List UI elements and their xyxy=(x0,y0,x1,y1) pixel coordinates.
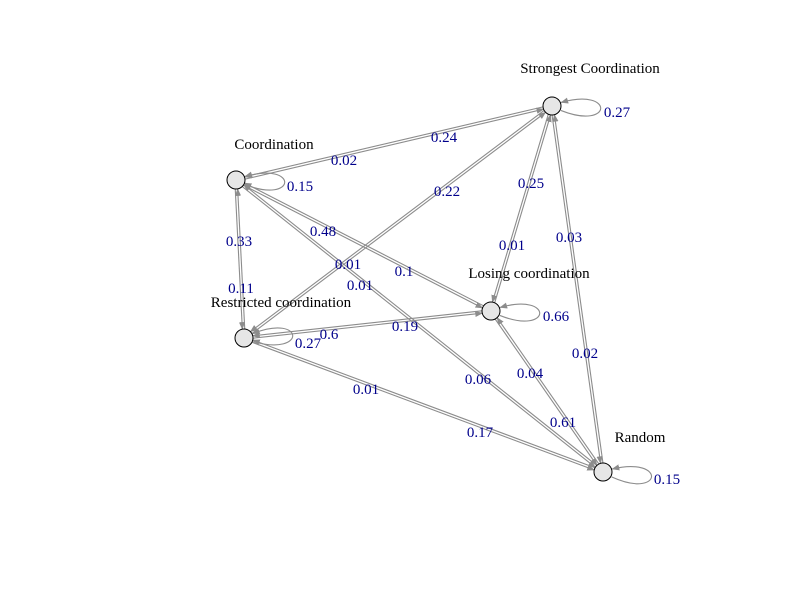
edge-losing-to-losing xyxy=(499,302,541,322)
edge-weight-label-random-to-random: 0.15 xyxy=(654,472,680,488)
edge-strongest-to-random xyxy=(551,115,603,465)
edge-restricted-to-strongest xyxy=(251,111,547,334)
edge-restricted-to-restricted xyxy=(252,327,294,346)
edge-weight-label-strongest-to-strongest: 0.27 xyxy=(604,105,631,121)
node-label-strongest: Strongest Coordination xyxy=(520,61,660,77)
edge-strongest-to-strongest xyxy=(560,97,602,117)
edge-random-to-strongest xyxy=(552,113,604,463)
edge-losing-to-strongest xyxy=(494,114,552,303)
node-strongest xyxy=(542,96,562,116)
edge-weight-label-losing-to-restricted: 0.6 xyxy=(320,327,339,343)
edge-random-to-random xyxy=(611,464,652,485)
edge-weight-label-restricted-to-random: 0.01 xyxy=(353,382,379,398)
edge-weight-label-losing-to-losing: 0.66 xyxy=(543,309,570,325)
edge-weight-label-restricted-to-strongest: 0.22 xyxy=(434,184,460,200)
edge-weight-label-losing-to-random: 0.04 xyxy=(517,366,544,382)
edge-weight-label-random-to-coordination: 0.06 xyxy=(465,372,492,388)
edge-weight-label-coordination-to-restricted: 0.11 xyxy=(228,281,254,297)
edge-weight-label-strongest-to-losing: 0.25 xyxy=(518,176,544,192)
edge-weight-label-coordination-to-random: 0.01 xyxy=(347,278,373,294)
edge-losing-to-restricted xyxy=(252,310,482,339)
node-label-restricted: Restricted coordination xyxy=(211,295,352,311)
node-label-losing: Losing coordination xyxy=(468,266,590,282)
edge-strongest-to-restricted xyxy=(249,110,545,333)
edges-layer xyxy=(234,97,652,485)
edge-weight-label-restricted-to-restricted: 0.27 xyxy=(295,336,322,352)
edge-weight-label-restricted-to-coordination: 0.33 xyxy=(226,234,252,250)
edge-strongest-to-losing xyxy=(491,114,549,303)
edge-weight-label-restricted-to-losing: 0.19 xyxy=(392,319,418,335)
edge-random-to-coordination xyxy=(243,184,598,466)
node-losing xyxy=(481,301,501,321)
node-random xyxy=(593,462,613,482)
edge-weight-label-strongest-to-restricted: 0.01 xyxy=(335,257,361,273)
node-label-coordination: Coordination xyxy=(234,137,314,153)
edge-losing-to-coordination xyxy=(243,182,484,307)
edge-restricted-to-coordination xyxy=(234,188,246,329)
edge-restricted-to-random xyxy=(251,341,595,471)
edge-weight-label-coordination-to-losing: 0.48 xyxy=(310,224,336,240)
node-restricted xyxy=(234,328,254,348)
edge-weight-label-random-to-restricted: 0.17 xyxy=(467,425,494,441)
edge-weight-label-strongest-to-coordination: 0.02 xyxy=(331,153,357,169)
edge-restricted-to-losing xyxy=(253,310,483,339)
edge-coordination-to-random xyxy=(241,186,596,468)
edge-weight-label-losing-to-strongest: 0.01 xyxy=(499,238,525,254)
edge-coordination-to-restricted xyxy=(234,189,246,330)
edge-coordination-to-strongest xyxy=(244,107,545,180)
edge-weight-label-coordination-to-strongest: 0.24 xyxy=(431,130,458,146)
edge-strongest-to-coordination xyxy=(243,106,544,179)
edge-weight-label-random-to-losing: 0.61 xyxy=(550,415,576,431)
edge-random-to-restricted xyxy=(252,339,596,469)
edge-coordination-to-coordination xyxy=(244,171,286,191)
nodes-layer xyxy=(226,96,613,482)
edge-weight-label-losing-to-coordination: 0.1 xyxy=(395,264,414,280)
node-label-random: Random xyxy=(615,430,666,446)
edge-random-to-losing xyxy=(496,317,600,465)
edge-losing-to-random xyxy=(494,318,598,466)
edge-weight-label-random-to-strongest: 0.02 xyxy=(572,346,598,362)
labels-layer: 0.27 0.15 0.66 0.27 0.15 0.02 0.24 0.22 0.48 0.1 0… xyxy=(211,61,680,488)
node-coordination xyxy=(226,170,246,190)
edge-weight-label-coordination-to-coordination: 0.15 xyxy=(287,179,313,195)
edge-weight-label-strongest-to-random: 0.03 xyxy=(556,230,582,246)
